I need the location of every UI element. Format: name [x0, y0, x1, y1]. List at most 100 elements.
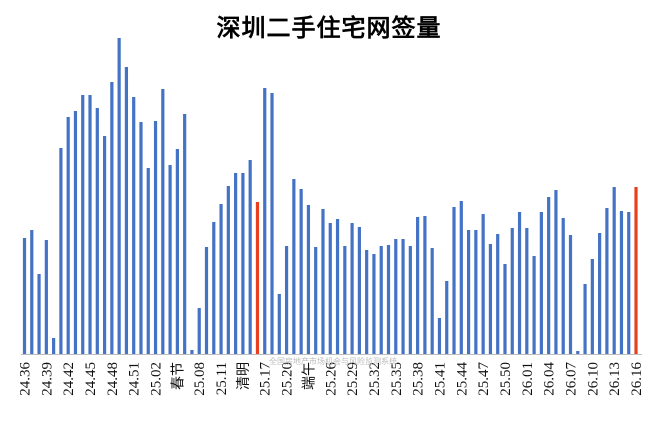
x-tick-label: 春节 [170, 362, 186, 390]
x-tick-label: 25.17 [258, 362, 274, 396]
bar [219, 204, 223, 354]
x-tick-label: 26.16 [629, 362, 645, 396]
bar [44, 240, 48, 354]
bar [124, 67, 129, 354]
x-tick-label: 端午 [301, 362, 317, 390]
bar [408, 246, 412, 354]
bar [343, 246, 347, 354]
bar [270, 93, 274, 354]
x-tick-label: 清明 [236, 362, 252, 390]
bar [197, 308, 201, 354]
bar [306, 205, 311, 354]
bar [284, 246, 289, 354]
bar [117, 38, 121, 354]
bar [73, 111, 78, 354]
bar [335, 219, 340, 354]
bar [226, 186, 230, 354]
bar-highlight [634, 187, 638, 354]
bar [568, 235, 573, 354]
bar [161, 89, 165, 354]
bar-highlight [255, 202, 260, 354]
bar [547, 197, 551, 354]
bar [466, 230, 471, 354]
bar [386, 245, 391, 354]
bar [598, 233, 602, 354]
bar [372, 254, 376, 354]
bar [248, 160, 252, 354]
bar [488, 244, 493, 354]
x-tick-label: 26.01 [520, 362, 536, 396]
bar [365, 250, 369, 354]
bar [321, 209, 325, 354]
bar [314, 247, 318, 354]
bar [292, 179, 296, 354]
x-tick-label: 25.38 [411, 362, 427, 396]
bar [532, 256, 536, 354]
x-tick-label: 25.44 [454, 362, 470, 396]
bar [139, 122, 143, 354]
bar [110, 82, 114, 354]
bar [619, 211, 624, 354]
bar [66, 117, 70, 354]
x-tick-label: 26.10 [585, 362, 601, 396]
x-tick-label: 24.36 [18, 362, 34, 396]
bar [423, 216, 427, 354]
bar [576, 351, 580, 354]
bar [561, 218, 565, 354]
bar [22, 238, 27, 354]
bar [437, 318, 442, 354]
bar [510, 228, 514, 354]
x-tick-label: 25.32 [367, 362, 383, 396]
bar-series [22, 38, 638, 354]
x-tick-label: 24.42 [61, 362, 77, 396]
x-tick-label: 24.39 [39, 362, 55, 396]
x-tick-label: 24.51 [127, 362, 143, 396]
bar [59, 148, 63, 354]
bar [590, 259, 594, 354]
bar [452, 207, 456, 354]
bar [183, 114, 187, 354]
bar [379, 246, 383, 354]
bar [605, 208, 609, 354]
x-tick-label: 25.20 [280, 362, 296, 396]
bar [525, 228, 529, 354]
x-tick-label: 25.02 [149, 362, 165, 396]
bar [627, 212, 631, 354]
bar [168, 165, 172, 354]
bar [583, 284, 587, 354]
x-axis-tick-labels: 24.36 24.39 24.42 24.45 24.48 24.51 25.02 春节 25.… [18, 362, 646, 396]
bar [539, 212, 543, 354]
x-tick-label: 24.45 [83, 362, 99, 396]
bar [299, 189, 303, 354]
bar [204, 247, 209, 354]
bar [95, 108, 99, 354]
x-tick-label: 25.47 [476, 362, 492, 396]
bar [263, 88, 267, 354]
x-tick-label: 25.29 [345, 362, 361, 396]
bar [496, 234, 500, 354]
bar [474, 230, 478, 354]
bar [481, 214, 485, 354]
bar [328, 223, 332, 354]
bar [554, 190, 558, 354]
bar [52, 338, 56, 354]
bar [430, 248, 434, 354]
x-tick-label: 25.50 [498, 362, 514, 396]
bar [132, 97, 136, 354]
bar [37, 274, 41, 354]
watermark-text: 全国房地产市场机会与风险监测系统 [269, 356, 397, 366]
x-tick-label: 25.26 [323, 362, 339, 396]
bar [102, 136, 107, 354]
bar [241, 173, 245, 354]
x-tick-label: 26.07 [564, 362, 580, 396]
bar [517, 212, 522, 354]
bar [30, 230, 34, 354]
bar [234, 173, 238, 354]
x-tick-label: 25.35 [389, 362, 405, 396]
x-tick-label: 25.08 [192, 362, 208, 396]
bar [175, 149, 179, 354]
bar [401, 239, 405, 354]
bar [459, 201, 463, 354]
bar [394, 239, 398, 354]
